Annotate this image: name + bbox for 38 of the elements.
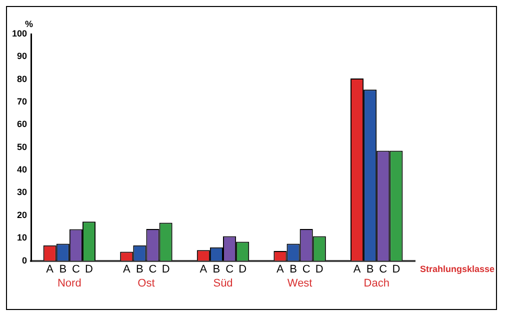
- series-label: A: [46, 263, 54, 276]
- x-tick-label: Dach: [364, 277, 390, 290]
- y-tick-label: 90: [17, 51, 28, 62]
- text: C: [148, 263, 157, 276]
- series-label: D: [85, 263, 94, 276]
- y-tick-label: 100: [12, 28, 28, 38]
- text: C: [226, 263, 234, 276]
- text: C: [379, 263, 388, 276]
- x-tick-label: Nord: [57, 277, 82, 290]
- x-tick-label: Ost: [138, 277, 155, 290]
- y-tick-label: 60: [17, 119, 28, 130]
- text: B: [212, 263, 220, 276]
- y-axis-title: %: [25, 18, 34, 29]
- series-label: B: [59, 263, 67, 276]
- y-tick-label: 20: [17, 210, 28, 220]
- y-tick-label: 0: [22, 255, 28, 266]
- text: A: [200, 263, 208, 276]
- text: B: [136, 263, 144, 276]
- text: D: [162, 263, 170, 276]
- text: D: [315, 263, 324, 276]
- y-tick-label: 80: [17, 74, 28, 84]
- text: D: [238, 263, 247, 276]
- text: A: [353, 263, 361, 276]
- text: A: [122, 263, 130, 276]
- y-tick-label: 10: [17, 232, 28, 243]
- text: B: [366, 263, 374, 276]
- series-label: C: [72, 263, 80, 276]
- y-tick-label: 70: [17, 96, 28, 107]
- text: C: [302, 263, 310, 276]
- text: D: [392, 263, 400, 276]
- y-tick-label: 30: [17, 187, 28, 198]
- x-axis-title: Strahlungsklasse: [420, 264, 495, 274]
- y-tick-label: 50: [17, 142, 28, 152]
- y-tick-label: 40: [17, 164, 28, 175]
- text: A: [276, 263, 284, 276]
- text: B: [290, 263, 297, 276]
- x-tick-label: Süd: [213, 277, 233, 290]
- x-tick-label: West: [287, 277, 312, 290]
